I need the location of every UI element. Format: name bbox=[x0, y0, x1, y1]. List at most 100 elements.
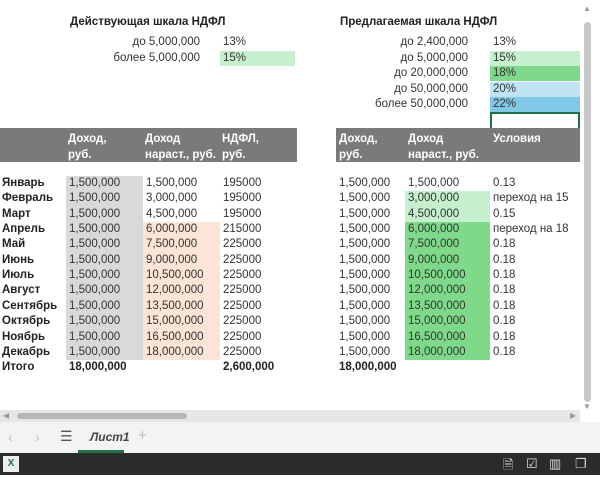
p-income-cell[interactable]: 1,500,000 bbox=[339, 330, 391, 343]
cumulative-cell[interactable]: 1,500,000 bbox=[146, 177, 198, 189]
cumulative-cell[interactable]: 4,500,000 bbox=[146, 207, 198, 220]
tax-cell[interactable]: 225000 bbox=[223, 330, 262, 343]
restore-window-icon[interactable]: ❐ bbox=[575, 456, 587, 471]
p-cumulative-cell[interactable]: 9,000,000 bbox=[405, 252, 490, 269]
current-scale-rate[interactable]: 13% bbox=[223, 36, 247, 48]
conditions-cell[interactable]: 0.18 bbox=[493, 299, 516, 312]
proposed-scale-rate[interactable]: 18% bbox=[490, 66, 580, 82]
income-cell[interactable]: 1,500,000 bbox=[66, 252, 143, 269]
p-cumulative-cell[interactable]: 12,000,000 bbox=[405, 283, 490, 299]
tax-cell[interactable]: 225000 bbox=[223, 238, 262, 251]
total-p-income[interactable]: 18,000,000 bbox=[339, 361, 397, 374]
proposed-scale-rate[interactable]: 22% bbox=[490, 97, 580, 113]
conditions-cell[interactable]: 0.18 bbox=[493, 238, 516, 251]
p-income-cell[interactable]: 1,500,000 bbox=[339, 253, 391, 266]
income-cell[interactable]: 1,500,000 bbox=[66, 298, 143, 315]
p-cumulative-cell[interactable]: 16,500,000 bbox=[405, 329, 490, 345]
conditions-cell[interactable]: 0.18 bbox=[493, 345, 516, 358]
p-cumulative-cell[interactable]: 4,500,000 bbox=[405, 206, 490, 223]
vertical-scroll-thumb[interactable] bbox=[584, 22, 591, 402]
save-check-icon[interactable]: ☑ bbox=[526, 456, 538, 471]
conditions-cell[interactable]: 0.18 bbox=[493, 284, 516, 297]
p-cumulative-cell[interactable]: 15,000,000 bbox=[405, 314, 490, 330]
cumulative-cell[interactable]: 6,000,000 bbox=[143, 222, 220, 238]
p-income-cell[interactable]: 1,500,000 bbox=[339, 192, 391, 205]
income-cell[interactable]: 1,500,000 bbox=[66, 206, 143, 223]
p-income-cell[interactable]: 1,500,000 bbox=[339, 223, 391, 236]
cumulative-cell[interactable]: 3,000,000 bbox=[146, 192, 198, 205]
right-header-band bbox=[336, 128, 580, 162]
download-file-icon[interactable]: 🗎 bbox=[503, 457, 514, 472]
p-income-cell[interactable]: 1,500,000 bbox=[339, 207, 391, 220]
tax-cell[interactable]: 225000 bbox=[223, 253, 262, 266]
p-income-cell[interactable]: 1,500,000 bbox=[339, 315, 391, 328]
income-cell[interactable]: 1,500,000 bbox=[66, 191, 143, 207]
income-cell[interactable]: 1,500,000 bbox=[66, 329, 143, 345]
tax-cell[interactable]: 225000 bbox=[223, 345, 262, 358]
scroll-right-icon[interactable]: ▶ bbox=[570, 411, 577, 420]
proposed-scale-rate[interactable]: 15% bbox=[490, 50, 580, 66]
current-scale-rate[interactable]: 15% bbox=[220, 50, 295, 66]
header-tax: НДФЛ, руб. bbox=[222, 133, 259, 161]
cumulative-cell[interactable]: 7,500,000 bbox=[143, 237, 220, 253]
sheet-tab[interactable]: Лист1 bbox=[78, 422, 130, 453]
p-cumulative-cell[interactable]: 13,500,000 bbox=[405, 298, 490, 315]
conditions-cell[interactable]: 0.18 bbox=[493, 253, 516, 266]
p-income-cell[interactable]: 1,500,000 bbox=[339, 299, 391, 312]
cumulative-cell[interactable]: 16,500,000 bbox=[143, 329, 220, 345]
p-cumulative-cell[interactable]: 7,500,000 bbox=[405, 237, 490, 253]
cumulative-cell[interactable]: 9,000,000 bbox=[143, 252, 220, 269]
cumulative-cell[interactable]: 10,500,000 bbox=[143, 268, 220, 284]
income-cell[interactable]: 1,500,000 bbox=[66, 344, 143, 361]
cumulative-cell[interactable]: 13,500,000 bbox=[143, 298, 220, 315]
next-sheet-icon[interactable]: › bbox=[35, 429, 40, 445]
cumulative-cell[interactable]: 18,000,000 bbox=[143, 344, 220, 361]
cumulative-cell[interactable]: 15,000,000 bbox=[143, 314, 220, 330]
conditions-cell[interactable]: 0.13 bbox=[493, 177, 516, 189]
sheet-list-icon[interactable]: ☰ bbox=[60, 428, 73, 444]
proposed-scale-rate[interactable]: 13% bbox=[493, 36, 517, 48]
p-income-cell[interactable]: 1,500,000 bbox=[339, 177, 391, 189]
scroll-up-icon[interactable]: ▲ bbox=[583, 4, 591, 13]
tax-cell[interactable]: 225000 bbox=[223, 299, 262, 312]
total-tax[interactable]: 2,600,000 bbox=[223, 361, 275, 374]
tax-cell[interactable]: 195000 bbox=[223, 177, 262, 189]
income-cell[interactable]: 1,500,000 bbox=[66, 268, 143, 284]
tax-cell[interactable]: 225000 bbox=[223, 284, 262, 297]
scroll-left-icon[interactable]: ◀ bbox=[3, 411, 10, 420]
prev-sheet-icon[interactable]: ‹ bbox=[8, 429, 13, 445]
conditions-cell[interactable]: 0.15 bbox=[493, 207, 516, 220]
tax-cell[interactable]: 225000 bbox=[223, 269, 262, 282]
income-cell[interactable]: 1,500,000 bbox=[66, 176, 143, 192]
p-cumulative-cell[interactable]: 10,500,000 bbox=[405, 268, 490, 284]
tax-cell[interactable]: 225000 bbox=[223, 315, 262, 328]
p-income-cell[interactable]: 1,500,000 bbox=[339, 269, 391, 282]
p-income-cell[interactable]: 1,500,000 bbox=[339, 238, 391, 251]
income-cell[interactable]: 1,500,000 bbox=[66, 237, 143, 253]
income-cell[interactable]: 1,500,000 bbox=[66, 314, 143, 330]
conditions-cell[interactable]: переход на 15 bbox=[493, 192, 569, 205]
horizontal-scroll-thumb[interactable] bbox=[17, 413, 187, 419]
scroll-down-icon[interactable]: ▼ bbox=[583, 402, 591, 411]
tax-cell[interactable]: 195000 bbox=[223, 207, 262, 220]
total-income[interactable]: 18,000,000 bbox=[69, 361, 127, 374]
month-label: Ноябрь bbox=[2, 330, 46, 343]
p-income-cell[interactable]: 1,500,000 bbox=[339, 284, 391, 297]
tax-cell[interactable]: 195000 bbox=[223, 192, 262, 205]
reading-view-icon[interactable]: ▥ bbox=[549, 456, 562, 471]
conditions-cell[interactable]: 0.18 bbox=[493, 330, 516, 343]
conditions-cell[interactable]: переход на 18 bbox=[493, 223, 569, 236]
proposed-scale-rate[interactable]: 20% bbox=[490, 81, 580, 97]
p-cumulative-cell[interactable]: 1,500,000 bbox=[408, 177, 460, 189]
tax-cell[interactable]: 215000 bbox=[223, 223, 262, 236]
income-cell[interactable]: 1,500,000 bbox=[66, 283, 143, 299]
p-cumulative-cell[interactable]: 18,000,000 bbox=[405, 344, 490, 361]
conditions-cell[interactable]: 0.18 bbox=[493, 269, 516, 282]
cumulative-cell[interactable]: 12,000,000 bbox=[143, 283, 220, 299]
p-cumulative-cell[interactable]: 6,000,000 bbox=[405, 222, 490, 238]
p-income-cell[interactable]: 1,500,000 bbox=[339, 345, 391, 358]
conditions-cell[interactable]: 0.18 bbox=[493, 315, 516, 328]
income-cell[interactable]: 1,500,000 bbox=[66, 222, 143, 238]
add-sheet-icon[interactable]: + bbox=[138, 427, 147, 444]
p-cumulative-cell[interactable]: 3,000,000 bbox=[405, 191, 490, 207]
